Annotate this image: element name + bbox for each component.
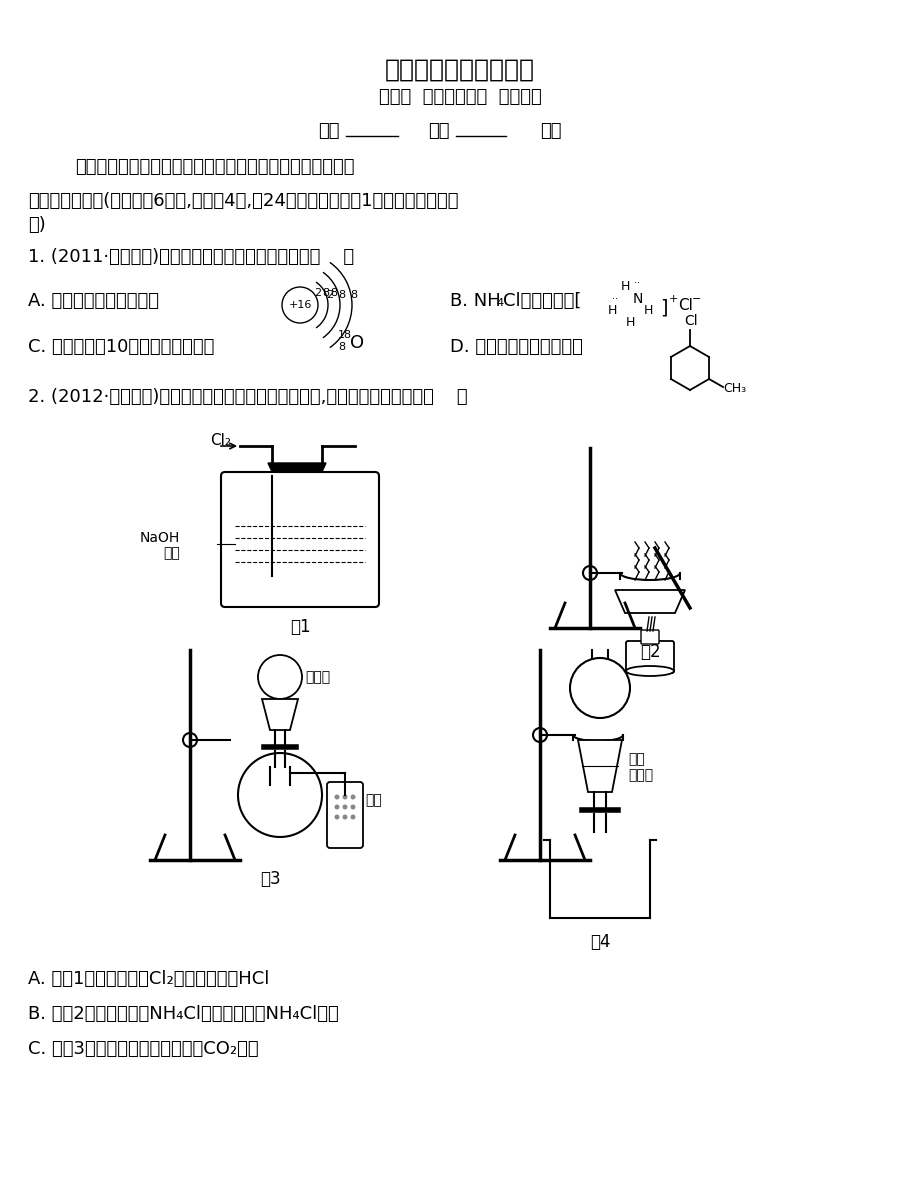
Circle shape xyxy=(350,804,355,810)
Text: CH₃: CH₃ xyxy=(722,382,745,395)
Text: 班级: 班级 xyxy=(318,121,339,141)
Text: 2: 2 xyxy=(326,289,334,300)
Circle shape xyxy=(570,657,630,718)
Text: 水层: 水层 xyxy=(628,752,644,766)
Circle shape xyxy=(342,804,347,810)
Text: B. NH: B. NH xyxy=(449,292,500,310)
FancyBboxPatch shape xyxy=(221,472,379,607)
Text: H: H xyxy=(607,304,616,317)
Circle shape xyxy=(335,794,339,799)
Text: 2. (2012·江苏高考)下列有关实验装置进行的相应实验,能达到实验目的的是（    ）: 2. (2012·江苏高考)下列有关实验装置进行的相应实验,能达到实验目的的是（… xyxy=(28,388,467,406)
Text: 请同学们根据老师阅卷需要把选择题的答案填入答题栏中。: 请同学们根据老师阅卷需要把选择题的答案填入答题栏中。 xyxy=(75,158,354,176)
Text: A. 硫原子的结构示意图：: A. 硫原子的结构示意图： xyxy=(28,292,159,310)
Text: B. 用图2所示装置蒸干NH₄Cl饱和溶液制备NH₄Cl晶体: B. 用图2所示装置蒸干NH₄Cl饱和溶液制备NH₄Cl晶体 xyxy=(28,1005,338,1023)
Text: 图3: 图3 xyxy=(259,869,280,888)
Text: C. 用图3所示装置制取少量纯净的CO₂气体: C. 用图3所示装置制取少量纯净的CO₂气体 xyxy=(28,1040,258,1058)
Polygon shape xyxy=(577,740,621,792)
Circle shape xyxy=(335,815,339,819)
Text: 得分: 得分 xyxy=(539,121,561,141)
Text: 新编高考化学备考资料: 新编高考化学备考资料 xyxy=(384,58,535,82)
Text: 8: 8 xyxy=(322,288,329,298)
Circle shape xyxy=(342,815,347,819)
Text: 8: 8 xyxy=(337,342,345,353)
Text: ··: ·· xyxy=(611,294,618,304)
Circle shape xyxy=(532,728,547,742)
Circle shape xyxy=(583,566,596,580)
Circle shape xyxy=(335,804,339,810)
Text: +: + xyxy=(668,294,677,304)
Text: H: H xyxy=(619,280,629,293)
Text: 有机层: 有机层 xyxy=(628,768,652,782)
Polygon shape xyxy=(614,590,685,613)
Text: N: N xyxy=(632,292,642,306)
FancyBboxPatch shape xyxy=(326,782,363,848)
Text: Cl: Cl xyxy=(683,314,697,328)
Text: H: H xyxy=(625,316,634,329)
Text: 纯碱: 纯碱 xyxy=(365,793,381,807)
FancyBboxPatch shape xyxy=(625,641,674,673)
Text: 18: 18 xyxy=(337,330,352,339)
Text: −: − xyxy=(691,294,700,304)
Text: O: O xyxy=(349,333,364,353)
Text: 一、单项选择题(本大题共6小题,每小题4分,共24分。每小题只有1个选项符合题目要: 一、单项选择题(本大题共6小题,每小题4分,共24分。每小题只有1个选项符合题目… xyxy=(28,192,458,210)
Text: A. 用图1所示装置除去Cl₂中含有的少量HCl: A. 用图1所示装置除去Cl₂中含有的少量HCl xyxy=(28,969,269,989)
Polygon shape xyxy=(267,767,291,782)
Text: H: H xyxy=(642,304,652,317)
Text: 图2: 图2 xyxy=(639,643,660,661)
Text: 4: 4 xyxy=(495,298,503,308)
Text: D. 对氯甲苯的结构简式：: D. 对氯甲苯的结构简式： xyxy=(449,338,583,356)
Text: ]: ] xyxy=(659,298,667,317)
Circle shape xyxy=(183,732,197,747)
Text: 8: 8 xyxy=(350,289,357,300)
Text: 1. (2011·韶关模拟)下列有关化学用语使用正确的是（    ）: 1. (2011·韶关模拟)下列有关化学用语使用正确的是（ ） xyxy=(28,248,354,266)
Text: 求): 求) xyxy=(28,216,46,233)
Text: C. 原子核内有10个中子的氧原子：: C. 原子核内有10个中子的氧原子： xyxy=(28,338,214,356)
Text: NaOH: NaOH xyxy=(140,531,180,545)
Text: 8: 8 xyxy=(330,288,337,298)
Ellipse shape xyxy=(625,666,674,676)
Circle shape xyxy=(282,287,318,323)
Text: 图1: 图1 xyxy=(289,618,310,636)
Circle shape xyxy=(257,655,301,699)
Polygon shape xyxy=(267,463,325,476)
Text: Cl₂: Cl₂ xyxy=(210,434,231,448)
Text: ··: ·· xyxy=(633,278,640,288)
Text: Cl: Cl xyxy=(677,298,692,313)
Polygon shape xyxy=(262,699,298,730)
Text: Cl的电子式：[: Cl的电子式：[ xyxy=(503,292,581,310)
Text: 姓名: 姓名 xyxy=(427,121,449,141)
Text: 溶液: 溶液 xyxy=(163,545,180,560)
Text: 专题一  化学实验基础  化学计量: 专题一 化学实验基础 化学计量 xyxy=(379,88,540,106)
Text: 稀盐酸: 稀盐酸 xyxy=(305,671,330,684)
Text: +16: +16 xyxy=(288,300,312,310)
FancyBboxPatch shape xyxy=(641,630,658,644)
Text: 2: 2 xyxy=(314,288,322,298)
Circle shape xyxy=(238,753,322,837)
Circle shape xyxy=(350,815,355,819)
Circle shape xyxy=(342,794,347,799)
Text: 8: 8 xyxy=(338,289,346,300)
Text: 图4: 图4 xyxy=(589,933,609,950)
Circle shape xyxy=(350,794,355,799)
